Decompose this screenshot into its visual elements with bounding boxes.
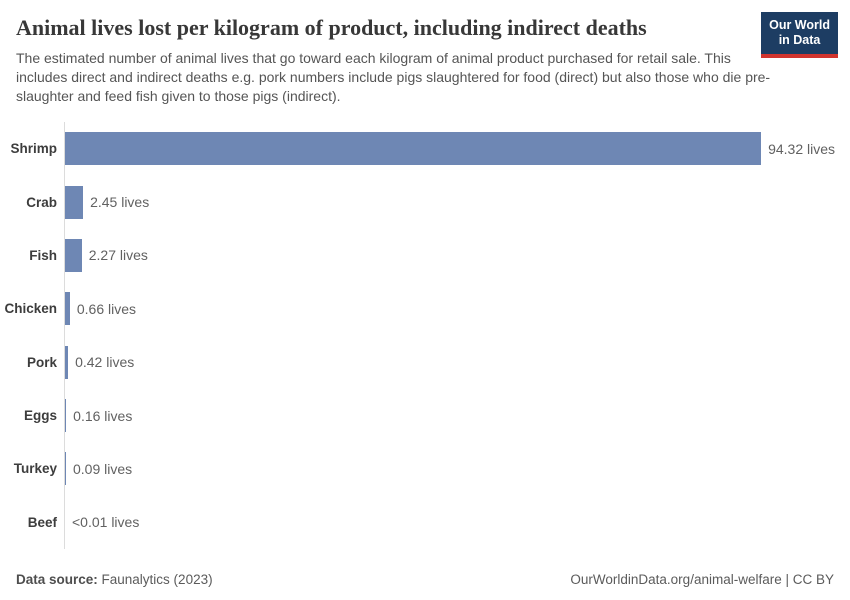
bar-track: <0.01 lives <box>64 495 834 549</box>
value-label: 2.27 lives <box>88 247 148 264</box>
bar-chicken[interactable] <box>65 292 70 326</box>
bar-pork[interactable] <box>65 345 69 379</box>
bar-row-pork: Pork 0.42 lives <box>0 335 834 389</box>
value-label: 0.16 lives <box>73 407 133 424</box>
bar-shrimp[interactable] <box>65 132 762 166</box>
bar-turkey[interactable] <box>65 452 66 486</box>
category-label: Shrimp <box>10 141 57 157</box>
bar-track: 0.16 lives <box>64 388 834 443</box>
value-label: 0.09 lives <box>73 460 133 477</box>
bar-row-chicken: Chicken 0.66 lives <box>0 282 834 336</box>
value-label: 94.32 lives <box>768 140 836 157</box>
bar-fish[interactable] <box>65 238 82 272</box>
bar-chart: Shrimp 94.32 lives Crab 2.45 lives Fish 2.27 … <box>0 122 836 549</box>
value-label: <0.01 lives <box>72 514 140 531</box>
owid-logo-line2: in Data <box>778 33 821 47</box>
owid-logo[interactable]: Our World in Data <box>761 12 838 58</box>
chart-title: Animal lives lost per kilogram of produc… <box>16 15 647 40</box>
value-label: 2.45 lives <box>90 194 150 211</box>
chart-footer: Data source: Faunalytics (2023) OurWorld… <box>16 572 834 587</box>
owid-logo-line1: Our World <box>769 18 830 32</box>
category-label: Pork <box>26 354 57 370</box>
chart-subtitle: The estimated number of animal lives tha… <box>16 50 771 104</box>
bar-track: 0.09 lives <box>64 442 834 496</box>
attribution-link[interactable]: OurWorldinData.org/animal-welfare | CC B… <box>570 572 834 587</box>
bar-track: 0.66 lives <box>64 282 834 336</box>
bar-row-fish: Fish 2.27 lives <box>0 228 834 283</box>
data-source-value: Faunalytics (2023) <box>97 572 213 587</box>
category-label: Fish <box>29 247 57 263</box>
bar-track: 2.45 lives <box>64 175 834 229</box>
bar-row-crab: Crab 2.45 lives <box>0 175 834 229</box>
bar-row-turkey: Turkey 0.09 lives <box>0 442 834 496</box>
category-label: Chicken <box>4 301 57 317</box>
category-label: Turkey <box>13 461 57 477</box>
bar-track: 94.32 lives <box>64 122 836 176</box>
data-source: Data source: Faunalytics (2023) <box>16 572 213 587</box>
bar-track: 2.27 lives <box>64 228 834 283</box>
bar-row-beef: Beef <0.01 lives <box>0 495 834 549</box>
bar-row-shrimp: Shrimp 94.32 lives <box>0 122 836 176</box>
value-label: 0.66 lives <box>76 300 137 317</box>
chart-header: Animal lives lost per kilogram of produc… <box>0 0 850 105</box>
bar-track: 0.42 lives <box>64 335 834 389</box>
category-label: Crab <box>26 194 57 210</box>
data-source-label: Data source: <box>16 572 98 587</box>
category-label: Eggs <box>23 408 57 424</box>
bar-crab[interactable] <box>65 185 84 219</box>
bar-row-eggs: Eggs 0.16 lives <box>0 388 834 443</box>
value-label: 0.42 lives <box>75 354 135 371</box>
category-label: Beef <box>27 514 57 530</box>
bar-eggs[interactable] <box>65 399 67 433</box>
